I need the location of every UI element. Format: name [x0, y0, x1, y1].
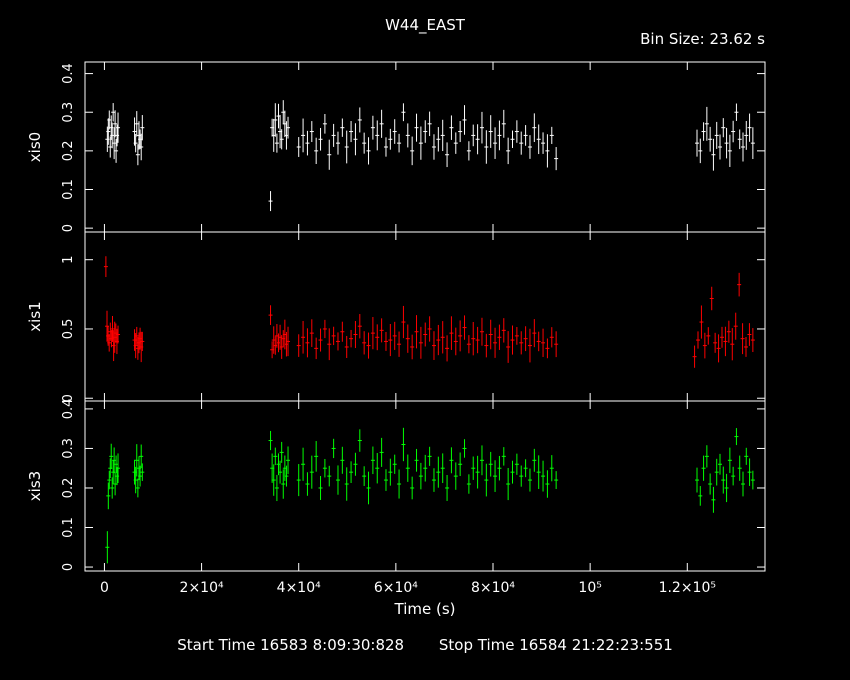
x-tick-label: 0: [100, 580, 109, 596]
x-tick-label: 2×10⁴: [180, 580, 224, 596]
xis0-ytick-label: 0.4: [61, 63, 76, 84]
xis0-axis-label: xis0: [26, 132, 44, 162]
xis3-ytick-label: 0.1: [61, 517, 76, 538]
xis3-ytick-label: 0.4: [61, 399, 76, 420]
x-tick-label: 4×10⁴: [277, 580, 321, 596]
xis1-ytick-label: 1: [61, 256, 76, 264]
xis1-ytick-label: 0.5: [61, 319, 76, 340]
time-range-footer: Start Time 16583 8:09:30:828 Stop Time 1…: [0, 636, 850, 654]
xis1-frame: [84, 231, 766, 402]
xis0-ytick-label: 0.1: [61, 179, 76, 200]
chart-title: W44_EAST: [385, 16, 465, 34]
xis3-ytick-label: 0: [61, 563, 76, 571]
xis0-ytick-label: 0.2: [61, 141, 76, 162]
x-tick-label: 1.2×10⁵: [659, 580, 716, 596]
x-tick-label: 10⁵: [578, 580, 601, 596]
start-time-label: Start Time 16583 8:09:30:828: [177, 636, 405, 654]
xis1-axis-label: xis1: [26, 301, 44, 331]
xis0-ytick-label: 0: [61, 224, 76, 232]
x-axis-label: Time (s): [394, 600, 456, 618]
xis1-ytick-label: 0: [61, 394, 76, 402]
x-tick-label: 8×10⁴: [471, 580, 515, 596]
stop-time-label: Stop Time 16584 21:22:23:551: [438, 636, 673, 654]
xis0-ytick-label: 0.3: [61, 102, 76, 123]
xis0-frame: [84, 61, 766, 233]
xis3-ytick-label: 0.3: [61, 438, 76, 459]
x-tick-label: 6×10⁴: [374, 580, 418, 596]
bin-size-label: Bin Size: 23.62 s: [640, 30, 765, 48]
xis3-axis-label: xis3: [26, 471, 44, 501]
xis3-ytick-label: 0.2: [61, 478, 76, 499]
xis3-frame: [84, 400, 766, 572]
